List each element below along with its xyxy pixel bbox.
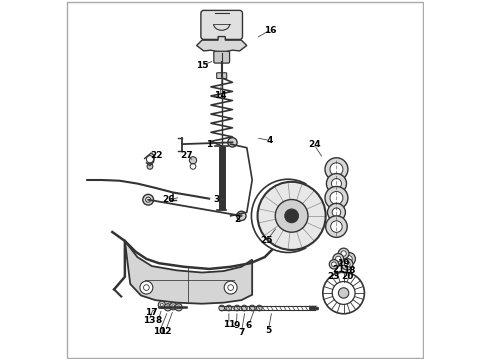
Circle shape xyxy=(177,306,180,309)
Circle shape xyxy=(346,256,352,262)
Text: 4: 4 xyxy=(267,136,273,145)
Text: 24: 24 xyxy=(308,140,320,149)
Circle shape xyxy=(338,248,349,259)
Text: 17: 17 xyxy=(145,308,157,317)
Circle shape xyxy=(336,256,341,262)
Circle shape xyxy=(256,305,262,311)
Circle shape xyxy=(164,304,171,311)
Circle shape xyxy=(275,199,308,232)
Text: 12: 12 xyxy=(159,327,171,336)
Text: 19: 19 xyxy=(337,259,350,268)
Circle shape xyxy=(332,208,341,217)
Circle shape xyxy=(190,157,196,164)
Circle shape xyxy=(344,261,350,267)
Circle shape xyxy=(339,288,349,298)
Circle shape xyxy=(242,305,247,311)
Circle shape xyxy=(332,262,336,267)
Circle shape xyxy=(140,281,153,294)
Text: 21: 21 xyxy=(332,265,344,274)
Circle shape xyxy=(331,179,342,189)
Polygon shape xyxy=(125,241,252,304)
Circle shape xyxy=(333,253,343,264)
Text: 20: 20 xyxy=(341,271,353,280)
Text: 15: 15 xyxy=(196,61,208,70)
Circle shape xyxy=(258,182,326,250)
Text: 23: 23 xyxy=(327,271,340,280)
FancyBboxPatch shape xyxy=(217,73,227,78)
Circle shape xyxy=(228,285,234,291)
Circle shape xyxy=(228,138,237,147)
Circle shape xyxy=(343,252,355,265)
Circle shape xyxy=(170,303,177,310)
Text: 11: 11 xyxy=(222,320,235,329)
Text: 14: 14 xyxy=(214,91,226,100)
Circle shape xyxy=(226,305,232,311)
Circle shape xyxy=(147,163,153,169)
Text: 9: 9 xyxy=(233,321,240,330)
Circle shape xyxy=(224,281,237,294)
FancyBboxPatch shape xyxy=(201,10,243,40)
Text: 27: 27 xyxy=(181,151,193,160)
Text: 16: 16 xyxy=(264,26,276,35)
Text: 7: 7 xyxy=(238,328,245,337)
Text: 10: 10 xyxy=(153,327,166,336)
Circle shape xyxy=(341,251,346,256)
Circle shape xyxy=(146,197,151,202)
Circle shape xyxy=(326,216,347,237)
Circle shape xyxy=(330,163,343,176)
Circle shape xyxy=(329,260,339,269)
Circle shape xyxy=(327,203,345,221)
Polygon shape xyxy=(196,37,247,53)
Text: 26: 26 xyxy=(163,195,175,204)
Circle shape xyxy=(143,194,153,205)
Circle shape xyxy=(234,305,240,311)
Text: 22: 22 xyxy=(150,151,162,160)
Text: 5: 5 xyxy=(265,326,271,335)
Circle shape xyxy=(325,186,348,210)
Text: 1: 1 xyxy=(206,140,212,149)
Text: 13: 13 xyxy=(143,316,155,325)
Text: 6: 6 xyxy=(245,321,252,330)
Circle shape xyxy=(326,174,346,194)
Circle shape xyxy=(285,209,298,223)
Circle shape xyxy=(249,305,255,311)
Text: 18: 18 xyxy=(343,266,356,275)
Circle shape xyxy=(160,303,163,306)
Text: 3: 3 xyxy=(213,195,220,204)
Circle shape xyxy=(172,305,175,308)
Circle shape xyxy=(237,211,246,221)
Text: 25: 25 xyxy=(260,237,273,246)
Circle shape xyxy=(175,304,182,311)
Circle shape xyxy=(158,301,166,309)
Circle shape xyxy=(331,221,342,232)
Circle shape xyxy=(167,306,170,309)
Text: 8: 8 xyxy=(155,316,161,325)
Circle shape xyxy=(330,192,343,204)
Circle shape xyxy=(219,305,224,311)
Text: 2: 2 xyxy=(235,215,241,224)
Circle shape xyxy=(342,258,353,270)
Circle shape xyxy=(325,158,348,181)
Circle shape xyxy=(144,285,149,291)
FancyBboxPatch shape xyxy=(214,51,230,63)
